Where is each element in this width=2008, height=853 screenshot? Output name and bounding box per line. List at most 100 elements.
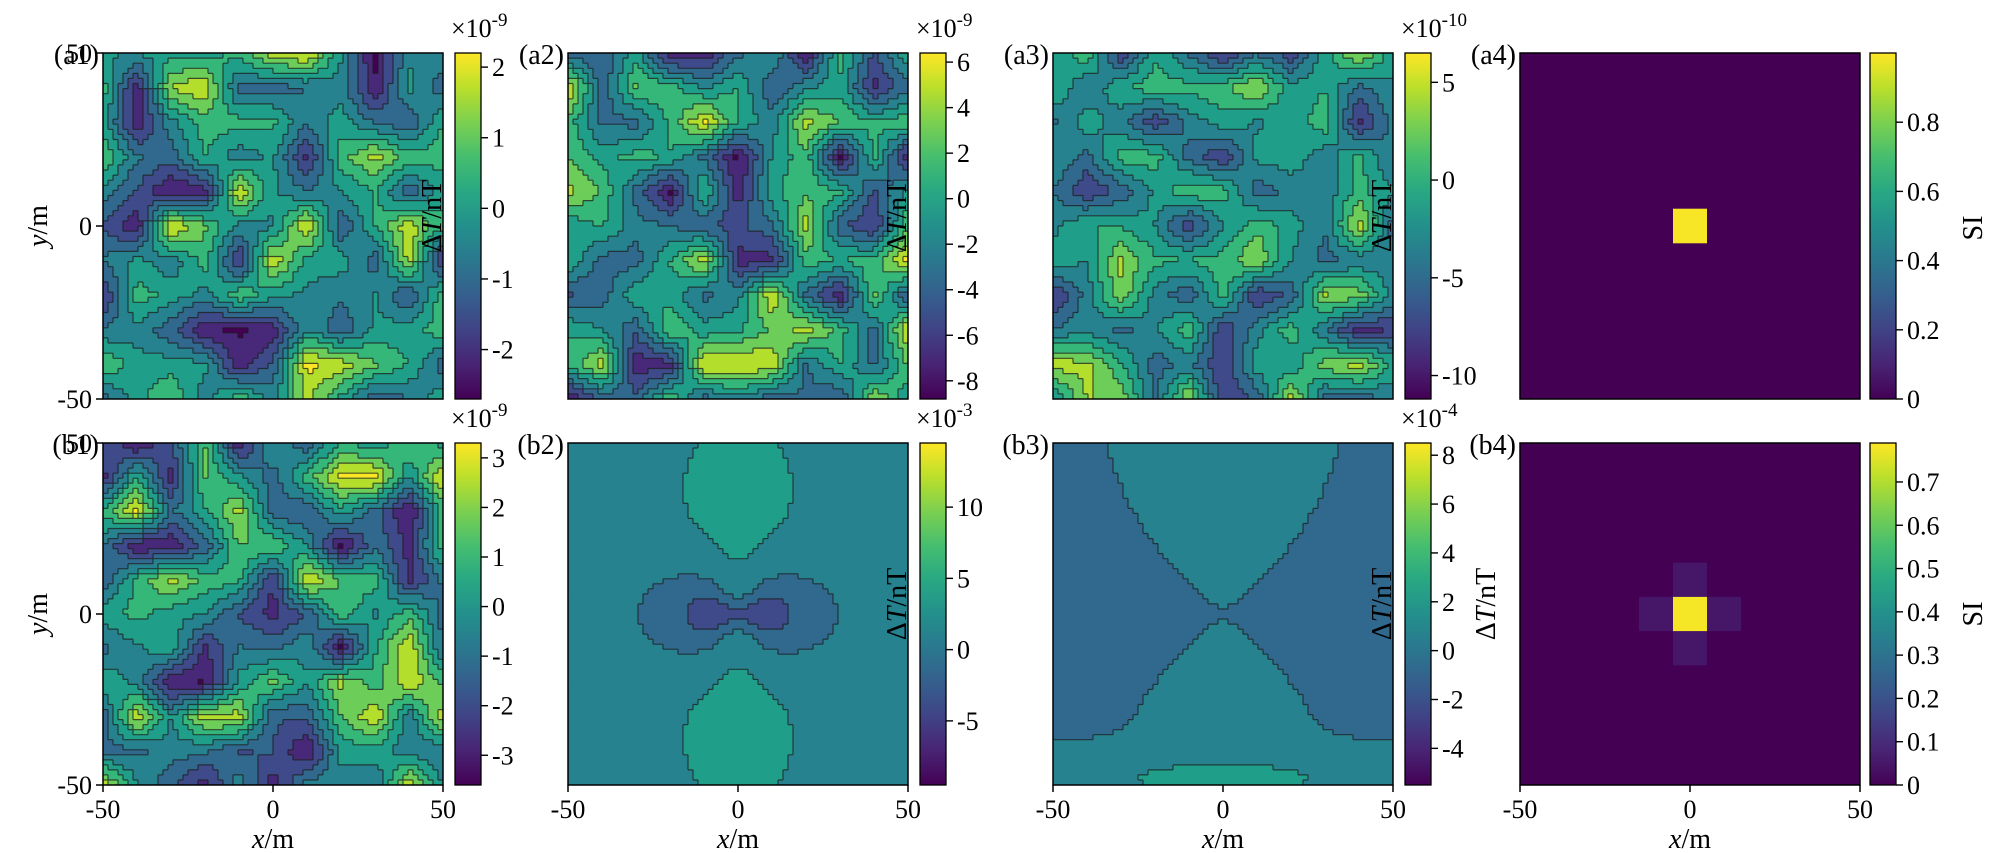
contour-cell [223,276,229,283]
contour-cell [243,281,249,288]
contour-cell [123,343,129,349]
contour-cell [323,139,329,146]
contour-cell [118,261,124,268]
contour-cell [138,281,144,288]
contour-cell [223,226,229,232]
contour-cell [358,251,364,258]
contour-cell [363,373,369,380]
contour-cell [208,312,214,319]
contour-cell [263,159,269,166]
contour-cell [148,170,154,176]
contour-cell [193,200,199,207]
contour-cell [123,154,129,161]
contour-cell [438,353,443,359]
contour-cell [343,322,349,329]
contour-cell [358,307,364,314]
contour-cell [243,287,249,293]
contour-cell [283,154,289,161]
contour-cell [303,114,309,120]
contour-cell [233,317,239,324]
contour-cell [143,220,149,227]
contour-cell [253,261,259,268]
contour-cell [388,287,394,293]
contour-cell [143,103,149,110]
contour-cell [433,322,439,329]
contour-cell [253,215,259,222]
contour-cell [388,73,394,80]
contour-cell [433,393,439,399]
contour-cell [118,63,124,69]
contour-cell [123,98,129,105]
contour-cell [328,144,334,151]
contour-cell [108,393,114,399]
contour-cell [363,226,369,232]
contour-cell [188,63,194,69]
contour-cell [213,363,219,370]
contour-cell [338,297,344,303]
contour-cell [363,175,369,181]
contour-cell [398,98,404,105]
contour-cell [248,322,254,329]
contour-cell [288,93,294,100]
contour-cell [348,175,354,181]
contour-cell [283,271,289,278]
contour-cell [183,353,189,359]
contour-cell [678,73,684,80]
contour-cell [353,337,359,344]
contour-cell [138,353,144,359]
contour-cell [313,256,319,263]
contour-cell [273,271,279,278]
contour-cell [168,317,174,324]
contour-cell [373,119,379,125]
contour-cell [343,170,349,176]
contour-cell [578,63,584,69]
contour-cell [393,327,399,334]
contour-cell [173,236,179,242]
contour-cell [853,53,859,59]
contour-cell [313,68,319,74]
contour-cell [353,307,359,314]
contour-cell [273,353,279,359]
contour-cell [108,353,114,359]
contour-cell [368,373,374,380]
contour-cell [368,124,374,130]
contour-cell [393,266,399,273]
contour-cell [618,68,624,74]
contour-cell [338,53,344,59]
contour-cell [248,292,254,298]
contour-cell [208,83,214,90]
contour-cell [418,297,424,303]
contour-cell [203,353,209,359]
contour-cell [238,378,244,385]
contour-cell [293,63,299,69]
contour-cell [438,317,443,324]
contour-cell [203,175,209,181]
contour-cell [288,215,294,222]
contour-cell [193,159,199,166]
contour-cell [338,149,344,156]
contour-cell [353,373,359,380]
contour-cell [133,271,139,278]
contour-cell [193,73,199,80]
contour-cell [363,332,369,339]
contour-cell [238,185,244,191]
contour-cell [313,343,319,349]
contour-cell [358,393,364,399]
contour-cell [313,327,319,334]
contour-cell [233,195,239,202]
contour-cell [198,236,204,242]
contour-cell [308,164,314,171]
contour-cell [398,93,404,100]
contour-cell [138,271,144,278]
contour-cell [173,185,179,191]
contour-cell [373,327,379,334]
contour-cell [243,322,249,329]
contour-cell [343,246,349,253]
contour-cell [143,312,149,319]
contour-cell [378,180,384,186]
contour-cell [293,307,299,314]
contour-cell [623,63,629,69]
contour-cell [358,276,364,283]
contour-cell [793,68,799,74]
